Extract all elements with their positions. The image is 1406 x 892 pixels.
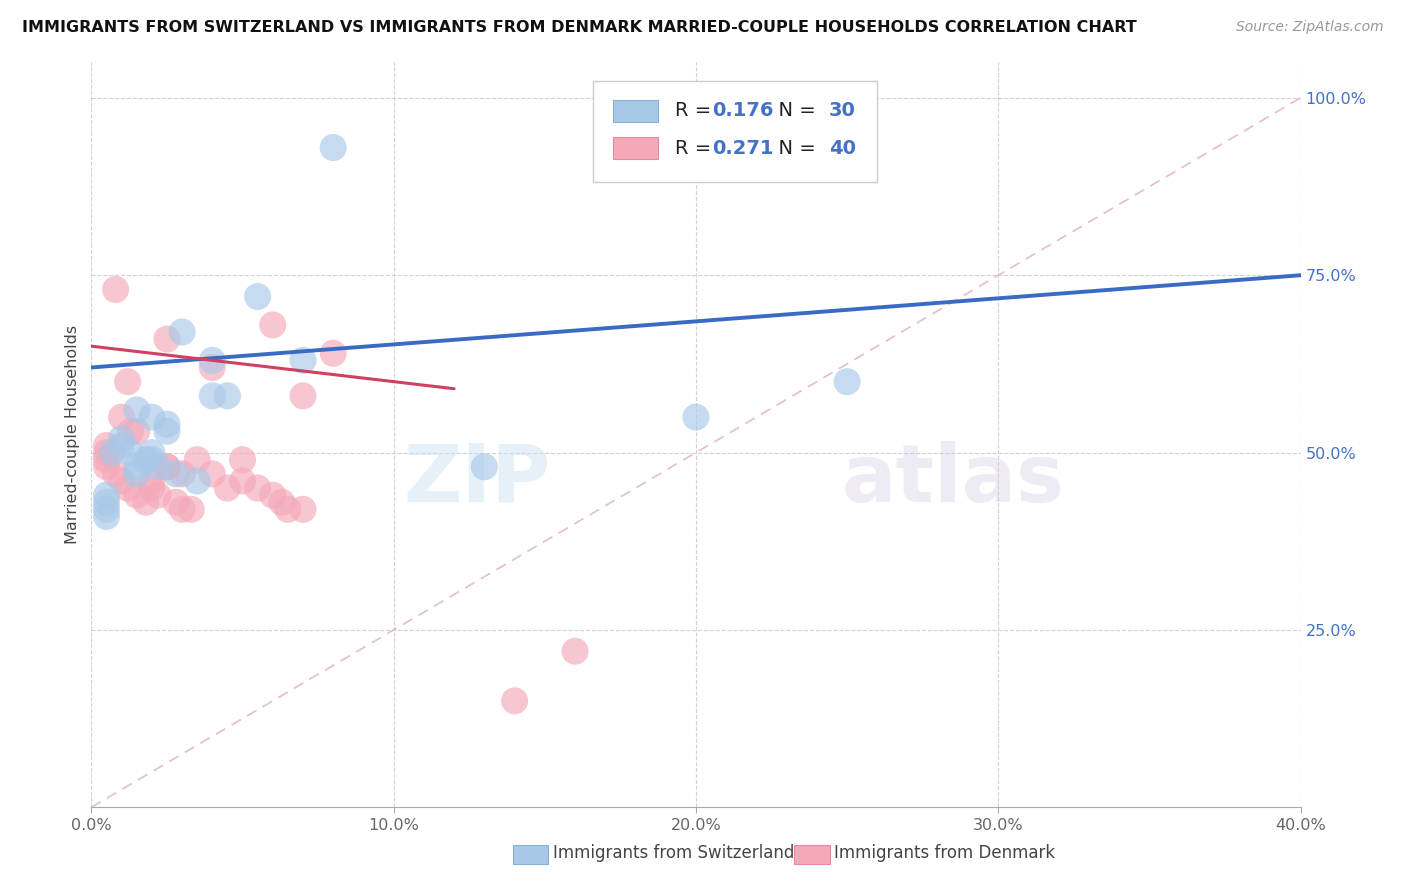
Point <box>835 375 858 389</box>
Text: N =: N = <box>766 102 823 120</box>
Point <box>117 481 139 495</box>
Point <box>322 140 344 154</box>
Point <box>111 438 132 452</box>
Point <box>156 417 179 432</box>
Point <box>201 389 224 403</box>
Point <box>141 452 163 467</box>
Point <box>172 467 194 481</box>
Point <box>270 495 292 509</box>
Point <box>111 474 132 488</box>
Point <box>685 410 707 425</box>
Point <box>141 481 163 495</box>
Point <box>156 459 179 474</box>
Text: Immigrants from Denmark: Immigrants from Denmark <box>834 844 1054 862</box>
Point <box>117 375 139 389</box>
Point <box>277 502 299 516</box>
Point <box>125 425 148 439</box>
Point <box>104 467 127 481</box>
Point <box>503 694 526 708</box>
Point <box>96 452 118 467</box>
Point <box>292 353 315 368</box>
Point <box>135 495 157 509</box>
Point <box>180 502 202 516</box>
Point <box>146 459 169 474</box>
Point <box>246 481 269 495</box>
Point <box>231 474 253 488</box>
Point <box>262 488 284 502</box>
Point <box>125 467 148 481</box>
Point <box>96 488 118 502</box>
Bar <box>613 100 658 122</box>
Point <box>101 445 124 459</box>
Text: IMMIGRANTS FROM SWITZERLAND VS IMMIGRANTS FROM DENMARK MARRIED-COUPLE HOUSEHOLDS: IMMIGRANTS FROM SWITZERLAND VS IMMIGRANT… <box>22 20 1137 35</box>
Point <box>165 467 187 481</box>
Point <box>141 410 163 425</box>
Point <box>472 459 495 474</box>
Text: 0.271: 0.271 <box>711 138 773 158</box>
Point <box>156 459 179 474</box>
Point <box>141 445 163 459</box>
Point <box>104 282 127 296</box>
Text: Source: ZipAtlas.com: Source: ZipAtlas.com <box>1236 20 1384 34</box>
Point <box>120 425 142 439</box>
Point <box>96 438 118 452</box>
Point <box>217 481 239 495</box>
Point <box>217 389 239 403</box>
Text: 40: 40 <box>830 138 856 158</box>
Text: 0.176: 0.176 <box>711 102 773 120</box>
Point <box>96 509 118 524</box>
Point <box>125 403 148 417</box>
Point <box>186 474 208 488</box>
Point <box>96 445 118 459</box>
Point <box>186 452 208 467</box>
Point <box>172 502 194 516</box>
Point <box>96 459 118 474</box>
Text: R =: R = <box>675 102 718 120</box>
Point <box>125 488 148 502</box>
Point <box>172 325 194 339</box>
Point <box>165 495 187 509</box>
Point <box>231 452 253 467</box>
Bar <box>613 136 658 160</box>
Point <box>246 289 269 303</box>
Point <box>146 488 169 502</box>
Point <box>141 474 163 488</box>
Point <box>262 318 284 332</box>
Point <box>120 445 142 459</box>
Point <box>201 353 224 368</box>
Point <box>201 467 224 481</box>
Point <box>125 459 148 474</box>
Point <box>135 452 157 467</box>
Point <box>292 389 315 403</box>
Text: atlas: atlas <box>841 441 1064 518</box>
Text: 30: 30 <box>830 102 856 120</box>
Point <box>322 346 344 360</box>
Point <box>292 502 315 516</box>
Text: N =: N = <box>766 138 823 158</box>
Point <box>96 495 118 509</box>
Point <box>96 502 118 516</box>
Point <box>156 332 179 346</box>
Text: Immigrants from Switzerland: Immigrants from Switzerland <box>553 844 794 862</box>
FancyBboxPatch shape <box>593 81 877 182</box>
Point <box>156 425 179 439</box>
Point <box>564 644 586 658</box>
Point <box>111 431 132 445</box>
Text: R =: R = <box>675 138 718 158</box>
Y-axis label: Married-couple Households: Married-couple Households <box>65 326 80 544</box>
Point <box>201 360 224 375</box>
Text: ZIP: ZIP <box>404 441 551 518</box>
Point <box>111 410 132 425</box>
